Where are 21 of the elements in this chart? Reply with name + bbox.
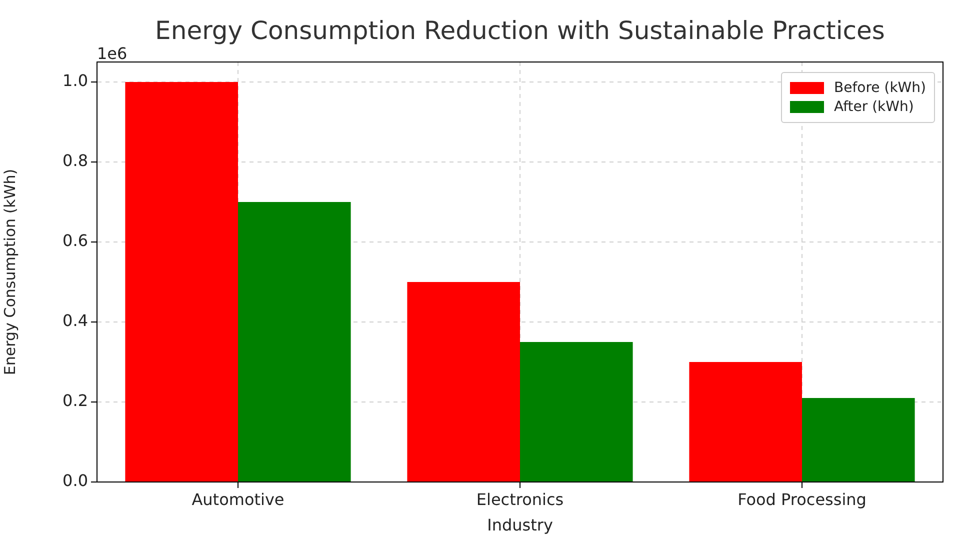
- legend-label: Before (kWh): [834, 80, 926, 96]
- x-axis-title: Industry: [487, 516, 553, 535]
- bar: [125, 82, 238, 482]
- annotation: 1e6: [97, 44, 128, 63]
- bar: [802, 398, 915, 482]
- legend-label: After (kWh): [834, 99, 914, 115]
- bar: [238, 202, 351, 482]
- y-axis-title: Energy Consumption (kWh): [0, 168, 19, 376]
- y-tick-label: 0.0: [62, 471, 88, 490]
- y-tick-label: 0.6: [62, 231, 88, 250]
- y-tick-label: 0.4: [62, 311, 88, 330]
- chart-title: Energy Consumption Reduction with Sustainable Practices: [154, 16, 886, 45]
- x-tick-label: Automotive: [192, 490, 284, 509]
- bar: [520, 342, 633, 482]
- bar: [407, 282, 520, 482]
- y-tick-label: 1.0: [62, 71, 88, 90]
- x-tick-label: Electronics: [476, 490, 564, 509]
- y-tick-label: 0.8: [62, 151, 88, 170]
- y-tick-label: 0.2: [62, 391, 88, 410]
- x-tick-label: Food Processing: [738, 490, 866, 509]
- bar: [689, 362, 802, 482]
